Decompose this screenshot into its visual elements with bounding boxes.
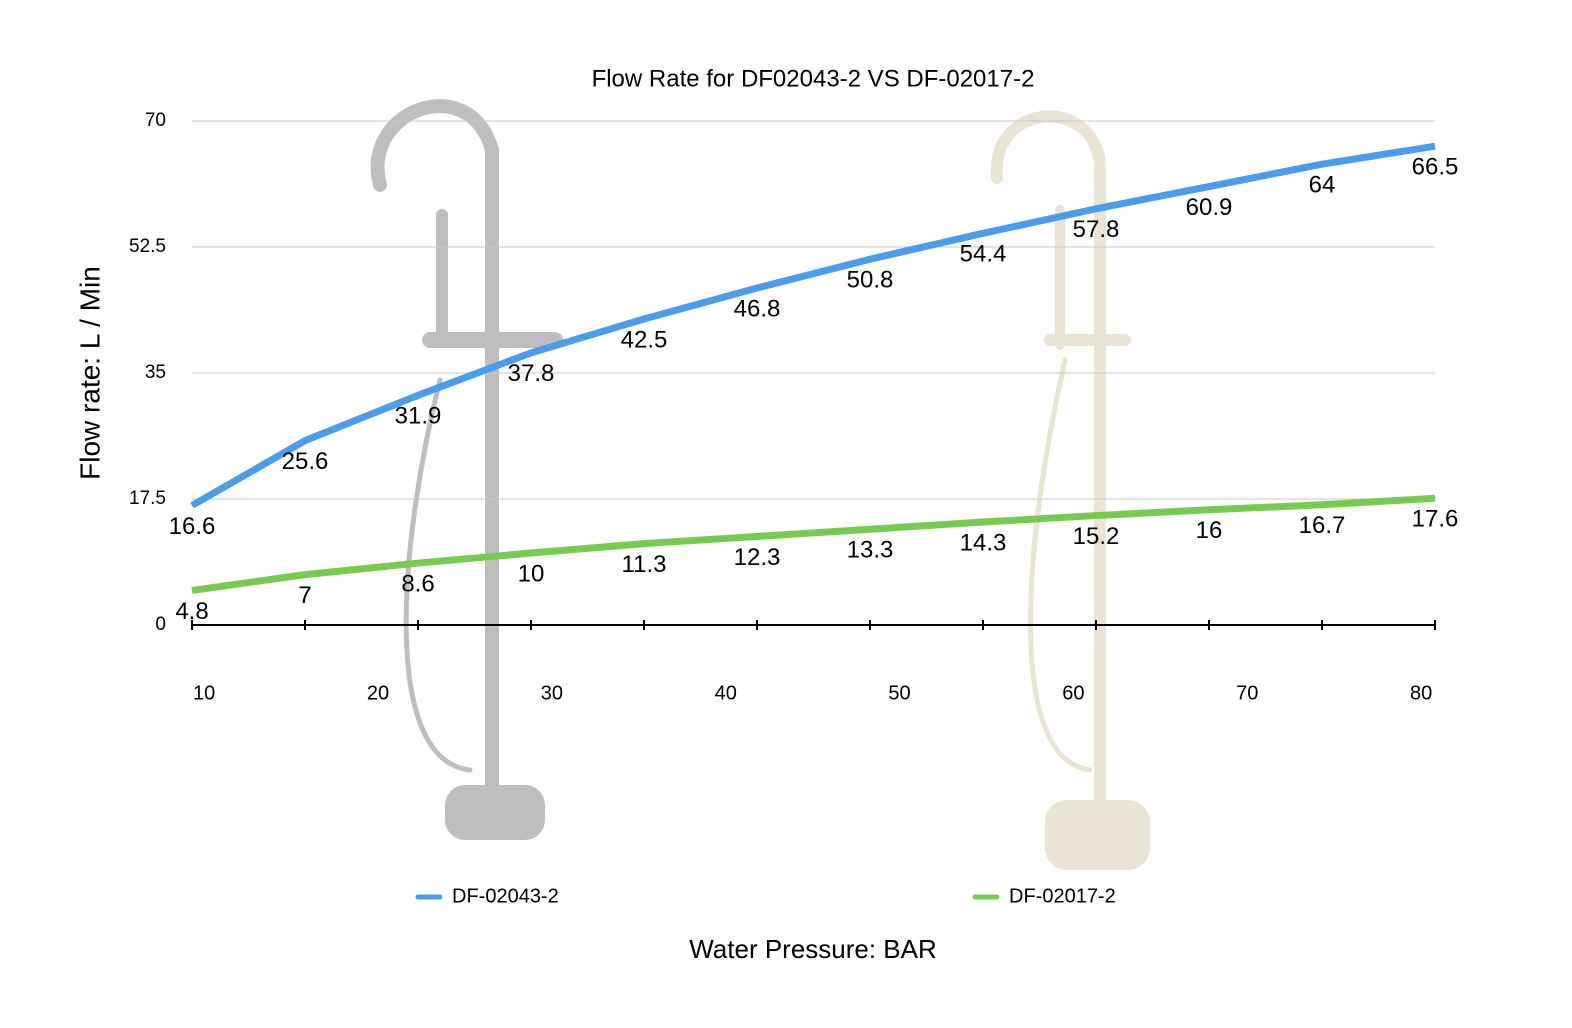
data-label: 16.6 — [169, 513, 216, 540]
data-label: 66.5 — [1412, 154, 1459, 181]
y-tick-label: 70 — [145, 110, 166, 131]
x-tick-label: 10 — [193, 682, 215, 704]
y-tick-label: 35 — [145, 362, 166, 383]
x-tick-label: 50 — [888, 682, 910, 704]
x-axis-title: Water Pressure: BAR — [689, 934, 937, 964]
x-tick-label: 20 — [367, 682, 389, 704]
y-tick-label: 0 — [155, 614, 166, 635]
y-tick-label: 17.5 — [129, 488, 166, 509]
y-tick-label: 52.5 — [129, 236, 166, 257]
data-label: 14.3 — [960, 529, 1007, 556]
data-label: 31.9 — [395, 403, 442, 430]
x-tick-label: 60 — [1062, 682, 1084, 704]
data-label: 64 — [1309, 172, 1336, 199]
data-label: 16.7 — [1299, 512, 1346, 539]
data-label: 25.6 — [282, 448, 329, 475]
data-label: 16 — [1196, 517, 1223, 544]
faucet-base — [1045, 800, 1150, 870]
data-label: 12.3 — [734, 544, 781, 571]
data-label: 50.8 — [847, 267, 894, 294]
data-label: 11.3 — [622, 551, 667, 578]
x-tick-label: 70 — [1236, 682, 1258, 704]
x-tick-label: 30 — [541, 682, 563, 704]
legend-label: DF-02043-2 — [452, 885, 559, 907]
faucet-base — [445, 785, 545, 840]
data-label: 8.6 — [401, 570, 434, 597]
data-label: 37.8 — [508, 360, 555, 387]
legend-label: DF-02017-2 — [1009, 885, 1116, 907]
data-label: 13.3 — [847, 537, 894, 564]
data-label: 10 — [518, 560, 545, 587]
data-label: 60.9 — [1186, 194, 1233, 221]
series-line — [190, 142, 1436, 509]
series-line — [191, 494, 1436, 594]
x-tick-label: 40 — [715, 682, 737, 704]
background-faucets — [370, 99, 1150, 870]
data-label: 54.4 — [960, 241, 1007, 268]
data-label: 17.6 — [1412, 506, 1459, 533]
data-label: 46.8 — [734, 295, 781, 322]
data-label: 57.8 — [1073, 216, 1120, 243]
chart-title: Flow Rate for DF02043-2 VS DF-02017-2 — [592, 65, 1035, 92]
data-label: 15.2 — [1073, 523, 1120, 550]
data-label: 7 — [298, 582, 311, 609]
y-axis-title: Flow rate: L / Min — [74, 266, 105, 480]
x-tick-label: 80 — [1410, 682, 1432, 704]
data-label: 4.8 — [175, 598, 208, 625]
data-label: 42.5 — [621, 326, 668, 353]
